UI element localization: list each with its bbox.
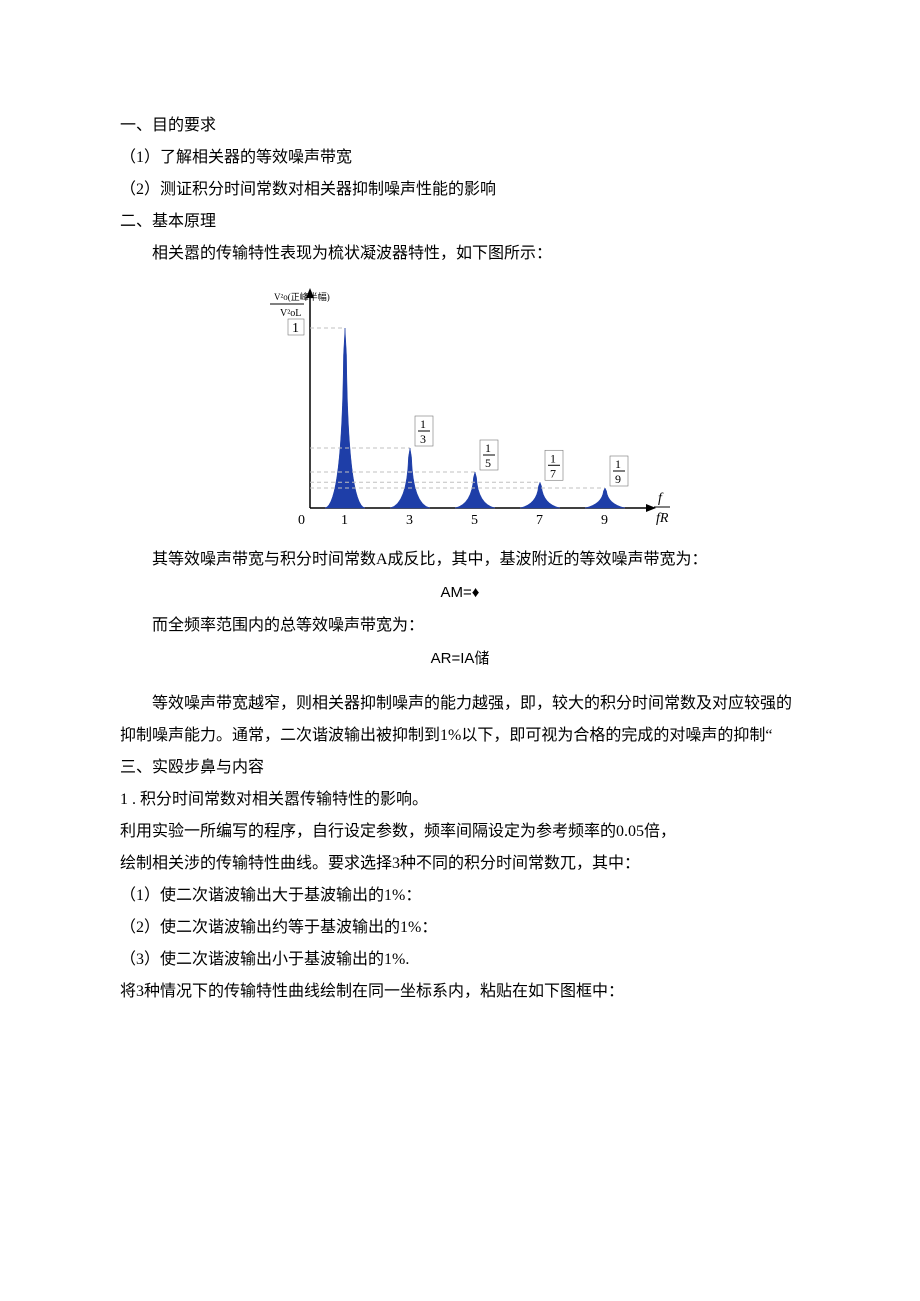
svg-text:1: 1 — [420, 417, 426, 431]
svg-text:5: 5 — [485, 456, 491, 470]
sec2-line2: 而全频率范围内的总等效噪声带宽为： — [120, 610, 800, 642]
svg-text:5: 5 — [471, 513, 478, 528]
svg-text:1: 1 — [485, 441, 491, 455]
svg-text:9: 9 — [615, 472, 621, 486]
formula-1: AM=♦ — [120, 578, 800, 608]
svg-text:3: 3 — [420, 432, 426, 446]
svg-text:V²o(正峰半幅): V²o(正峰半幅) — [274, 291, 330, 302]
sec3-sub1: （1）使二次谐波输出大于基波输出的1%： — [120, 880, 800, 912]
sec3-line3: 将3种情况下的传输特性曲线绘制在同一坐标系内，粘贴在如下图框中： — [120, 976, 800, 1008]
svg-text:0: 0 — [298, 513, 305, 528]
section-2-title: 二、基本原理 — [120, 206, 800, 238]
sec3-sub2: （2）使二次谐波输出约等于基波输出的1%： — [120, 912, 800, 944]
sec3-line1: 利用实验一所编写的程序，自行设定参数，频率间隔设定为参考频率的0.05倍， — [120, 816, 800, 848]
svg-text:1: 1 — [615, 457, 621, 471]
svg-text:7: 7 — [536, 513, 543, 528]
sec1-item1: （1）了解相关器的等效噪声带宽 — [120, 142, 800, 174]
svg-text:f: f — [658, 491, 664, 506]
formula-2: AR=IA储 — [120, 644, 800, 674]
svg-text:7: 7 — [550, 466, 556, 480]
svg-text:1: 1 — [292, 321, 299, 336]
sec3-item1: 1 . 积分时间常数对相关嚣传输特性的影响。 — [120, 784, 800, 816]
svg-text:fR: fR — [656, 511, 669, 526]
section-1-title: 一、目的要求 — [120, 110, 800, 142]
sec3-sub3: （3）使二次谐波输出小于基波输出的1%. — [120, 944, 800, 976]
comb-filter-chart: V²o(正峰半幅)V²oL0ffR11313515717919 — [120, 278, 800, 538]
sec2-para: 等效噪声带宽越窄，则相关器抑制噪声的能力越强，即，较大的积分时间常数及对应较强的… — [120, 688, 800, 752]
sec2-caption: 其等效噪声带宽与积分时间常数A成反比，其中，基波附近的等效噪声带宽为： — [120, 544, 800, 576]
svg-text:9: 9 — [601, 513, 608, 528]
sec2-line1: 相关嚣的传输特性表现为梳状凝波器特性，如下图所示： — [120, 238, 800, 270]
sec3-line2: 绘制相关涉的传输特性曲线。要求选择3种不同的积分时间常数兀，其中： — [120, 848, 800, 880]
comb-filter-svg: V²o(正峰半幅)V²oL0ffR11313515717919 — [250, 278, 670, 538]
svg-text:V²oL: V²oL — [280, 308, 301, 319]
svg-text:1: 1 — [341, 513, 348, 528]
svg-text:1: 1 — [550, 451, 556, 465]
sec1-item2: （2）测证积分时间常数对相关器抑制噪声性能的影响 — [120, 174, 800, 206]
svg-text:3: 3 — [406, 513, 413, 528]
section-3-title: 三、实殴步鼻与内容 — [120, 752, 800, 784]
